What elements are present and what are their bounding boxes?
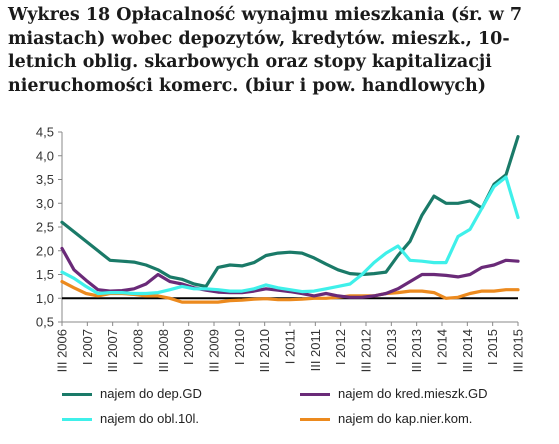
series-lines — [60, 135, 520, 304]
x-tick-label: I 2007 — [80, 329, 95, 365]
x-tick-label: I 2008 — [131, 329, 146, 365]
y-tick-label: 1,0 — [36, 291, 54, 306]
title-line-3: letnich oblig. skarbowych oraz stopy kap… — [8, 52, 492, 72]
x-tick-label: III 2008 — [156, 329, 171, 372]
series-line-dep — [60, 135, 520, 288]
x-tick-label: I 2011 — [283, 329, 298, 364]
title-line-2: miastach) wobec depozytów, kredytów. mie… — [8, 28, 510, 49]
y-tick-label: 2,0 — [36, 243, 54, 258]
x-tick-label: I 2012 — [333, 329, 348, 365]
series-line-obl — [60, 175, 520, 296]
x-tick-label: III 2013 — [409, 329, 424, 372]
x-tick-label: I 2013 — [384, 329, 399, 365]
x-tick-label: I 2009 — [181, 329, 196, 365]
x-tick-label: III 2010 — [257, 329, 272, 372]
x-tick-label: III 2009 — [207, 329, 222, 372]
x-tick-label: III 2006 — [55, 329, 70, 372]
x-tick-label: III 2007 — [105, 329, 120, 372]
y-tick-label: 0,5 — [36, 315, 54, 330]
title-line-1: Wykres 18 Opłacalność wynajmu mieszkania… — [8, 5, 523, 25]
x-tick-label: I 2010 — [232, 329, 247, 365]
x-tick-label: I 2014 — [435, 329, 450, 365]
y-tick-label: 3,0 — [36, 196, 54, 211]
x-tick-label: III 2011 — [308, 329, 323, 371]
y-tick-label: 4,5 — [36, 125, 54, 140]
y-tick-label: 2,5 — [36, 220, 54, 235]
series-line-kred — [60, 246, 520, 299]
y-tick-label: 3,5 — [36, 172, 54, 187]
chart-axes: 0,5 1,0 1,5 2,0 2,5 3,0 3,5 4,0 4,5 III 2006 I 200… — [36, 125, 526, 373]
x-tick-label: I 2015 — [485, 329, 500, 365]
x-tick-label: III 2015 — [511, 329, 526, 372]
title-line-4: nieruchomości komerc. (biur i pow. handl… — [8, 75, 487, 96]
x-tick-label: III 2014 — [460, 329, 475, 372]
y-tick-label: 1,5 — [36, 267, 54, 282]
x-tick-label: III 2012 — [359, 329, 374, 372]
chart-title: Wykres 18 Opłacalność wynajmu mieszkania… — [8, 4, 553, 98]
y-tick-label: 4,0 — [36, 148, 54, 163]
